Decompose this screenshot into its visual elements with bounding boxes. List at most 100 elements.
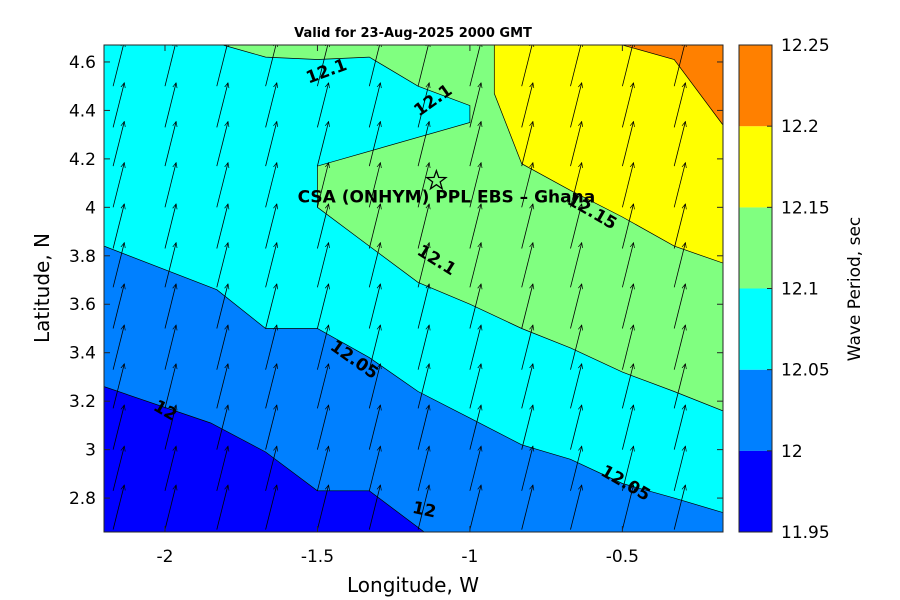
vector-arrow xyxy=(317,405,328,450)
vector-arrow xyxy=(469,204,481,249)
vector-arrow xyxy=(469,485,481,530)
vector-arrow xyxy=(622,83,633,128)
vector-arrow xyxy=(722,246,723,249)
colorbar-swatch xyxy=(739,45,772,127)
colorbar-swatch xyxy=(739,126,772,208)
vector-arrow xyxy=(112,485,124,530)
vector-arrow xyxy=(722,489,723,491)
vector-arrow xyxy=(521,45,533,87)
colorbar: 11.95 12 12.05 12.1 12.15 12.2 12.25 xyxy=(738,36,830,543)
vector-arrow xyxy=(570,364,582,409)
vector-arrow xyxy=(722,447,723,450)
vector-arrow xyxy=(164,45,176,87)
vector-arrow xyxy=(673,122,685,167)
y-tick-label: 4 xyxy=(85,198,96,218)
vector-arrow xyxy=(265,204,277,249)
colorbar-tick-label: 12.2 xyxy=(781,117,819,137)
vector-arrow xyxy=(521,284,533,329)
vector-arrow xyxy=(216,485,228,530)
vector-arrow xyxy=(265,485,277,530)
vector-arrow xyxy=(673,83,685,128)
vector-arrow xyxy=(570,243,582,288)
vector-arrow xyxy=(417,83,429,128)
vector-arrow xyxy=(368,405,380,450)
vector-arrow xyxy=(622,122,633,167)
y-axis-ticks: 2.8 3 3.2 3.4 3.6 3.8 4 4.2 4.4 4.6 xyxy=(69,53,723,509)
vector-arrow xyxy=(722,164,723,167)
vector-arrow xyxy=(216,325,228,370)
y-tick-label: 3.6 xyxy=(69,295,96,315)
vector-arrow xyxy=(112,325,124,370)
y-tick-label: 3 xyxy=(85,441,96,461)
vector-arrow xyxy=(722,406,723,409)
vector-arrow xyxy=(673,45,685,87)
vector-arrow xyxy=(164,243,176,288)
vector-arrow xyxy=(112,364,124,409)
vector-arrow xyxy=(570,83,582,128)
vector-arrow xyxy=(216,364,228,409)
vector-arrow xyxy=(417,364,429,409)
vector-arrow xyxy=(417,243,429,288)
colorbar-swatch xyxy=(739,450,772,532)
x-axis-ticks: -2 -1.5 -1 -0.5 xyxy=(157,45,639,567)
vector-arrow xyxy=(417,163,429,208)
vector-arrow xyxy=(521,122,533,167)
vector-arrow xyxy=(368,364,380,409)
contour-band-0 xyxy=(104,386,425,532)
vector-arrow xyxy=(164,163,176,208)
vector-arrow xyxy=(674,45,675,46)
vector-arrow xyxy=(570,405,582,450)
vector-arrow xyxy=(570,45,582,87)
vector-arrow xyxy=(216,405,228,450)
vector-arrow xyxy=(112,122,124,167)
vector-arrow xyxy=(265,284,277,329)
vector-arrow xyxy=(469,122,481,167)
vector-arrow xyxy=(521,485,533,530)
y-tick-label: 3.2 xyxy=(69,392,96,412)
colorbar-label: Wave Period, sec xyxy=(845,217,865,362)
vector-arrow xyxy=(521,325,533,370)
contour-band-4 xyxy=(494,45,723,264)
vector-arrow xyxy=(265,83,277,128)
vector-arrow xyxy=(521,163,533,208)
vector-arrow xyxy=(417,485,429,530)
vector-arrow xyxy=(317,446,328,491)
vector-arrow xyxy=(368,284,380,329)
vector-arrow xyxy=(164,83,176,128)
vector-arrow xyxy=(673,243,685,288)
vector-arrow xyxy=(622,163,633,208)
vector-arrow xyxy=(265,405,277,450)
vector-arrow xyxy=(673,284,685,329)
colorbar-tick-label: 12.15 xyxy=(781,198,830,218)
vector-arrow xyxy=(722,285,723,288)
vector-arrow xyxy=(164,122,176,167)
x-tick-label: -1.5 xyxy=(301,547,334,567)
x-tick-label: -1 xyxy=(461,547,478,567)
vector-arrow xyxy=(673,446,685,491)
vector-arrow xyxy=(469,243,481,288)
vector-arrow xyxy=(469,284,481,329)
vector-arrow xyxy=(112,284,124,329)
vector-arrow xyxy=(368,325,380,370)
vector-arrow xyxy=(570,485,582,530)
vector-arrow xyxy=(164,446,176,491)
vector-arrow xyxy=(112,204,124,249)
vector-arrow xyxy=(722,527,723,530)
vector-arrow xyxy=(317,163,328,208)
vector-arrow xyxy=(265,45,277,87)
vector-arrow xyxy=(521,364,533,409)
vector-arrow xyxy=(722,84,723,87)
vector-arrow xyxy=(417,284,429,329)
vector-arrow xyxy=(216,243,228,288)
vector-arrow xyxy=(368,83,380,128)
vector-arrow xyxy=(164,325,176,370)
vector-arrow xyxy=(164,405,176,450)
vector-arrow xyxy=(622,45,623,46)
contour-band-1 xyxy=(104,246,723,532)
vector-arrow xyxy=(521,243,533,288)
y-tick-label: 4.6 xyxy=(69,53,96,73)
vector-arrow xyxy=(570,325,582,370)
x-axis-label: Longitude, W xyxy=(347,573,479,597)
wave-direction-vectors xyxy=(112,45,723,530)
